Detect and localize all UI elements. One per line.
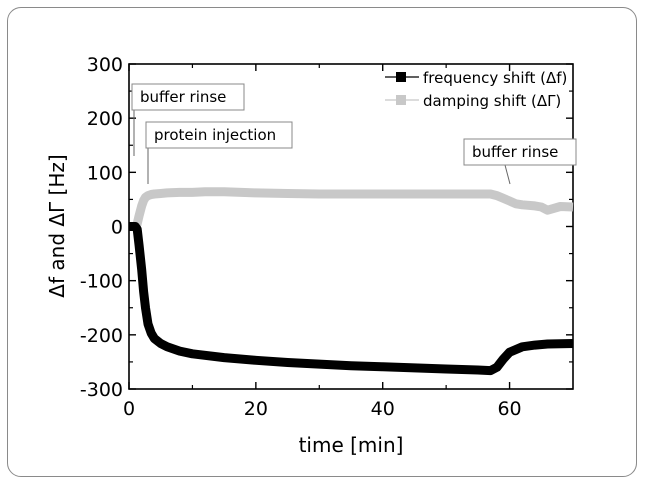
legend-marker-damping (396, 95, 406, 105)
annotation-layer: buffer rinse protein injection buffer rins… (131, 83, 577, 185)
series-layer (129, 187, 574, 376)
series-frequency-shift (129, 222, 574, 376)
y-tick-label: 300 (87, 54, 123, 76)
y-tick-label: 200 (87, 108, 123, 130)
x-tick-label: 60 (497, 398, 521, 420)
y-axis-title: Δf and ΔΓ [Hz] (45, 154, 69, 297)
legend-label-damping: damping shift (ΔΓ) (423, 92, 561, 110)
y-tick-label: -200 (80, 325, 123, 347)
annotation-label: protein injection (154, 126, 276, 144)
y-tick-label: 100 (87, 162, 123, 184)
legend: frequency shift (Δf) damping shift (ΔΓ) (385, 69, 567, 110)
y-tick-label: 0 (111, 217, 123, 239)
legend-marker-frequency (396, 72, 406, 82)
x-axis-title: time [min] (299, 433, 404, 457)
legend-label-frequency: frequency shift (Δf) (423, 69, 567, 87)
series-damping-shift (129, 187, 574, 231)
annotation-box (463, 138, 577, 166)
y-tick-label: -300 (80, 379, 123, 401)
x-tick-label: 40 (371, 398, 395, 420)
annotation-box (145, 121, 293, 149)
x-tick-label: 0 (123, 398, 135, 420)
figure-frame: 0 20 40 60 300 200 100 0 -100 -200 -300 buffer rin… (7, 7, 637, 477)
annotation-leader (504, 164, 511, 185)
annotation-label: buffer rinse (140, 88, 226, 106)
plot-area (128, 63, 574, 390)
axis-ticks: 0 20 40 60 300 200 100 0 -100 -200 -300 (80, 54, 573, 420)
annotation-box (131, 83, 245, 111)
x-tick-label: 20 (244, 398, 268, 420)
annotation-label: buffer rinse (472, 143, 558, 161)
chart: 0 20 40 60 300 200 100 0 -100 -200 -300 buffer rin… (45, 54, 577, 457)
y-tick-label: -100 (80, 271, 123, 293)
